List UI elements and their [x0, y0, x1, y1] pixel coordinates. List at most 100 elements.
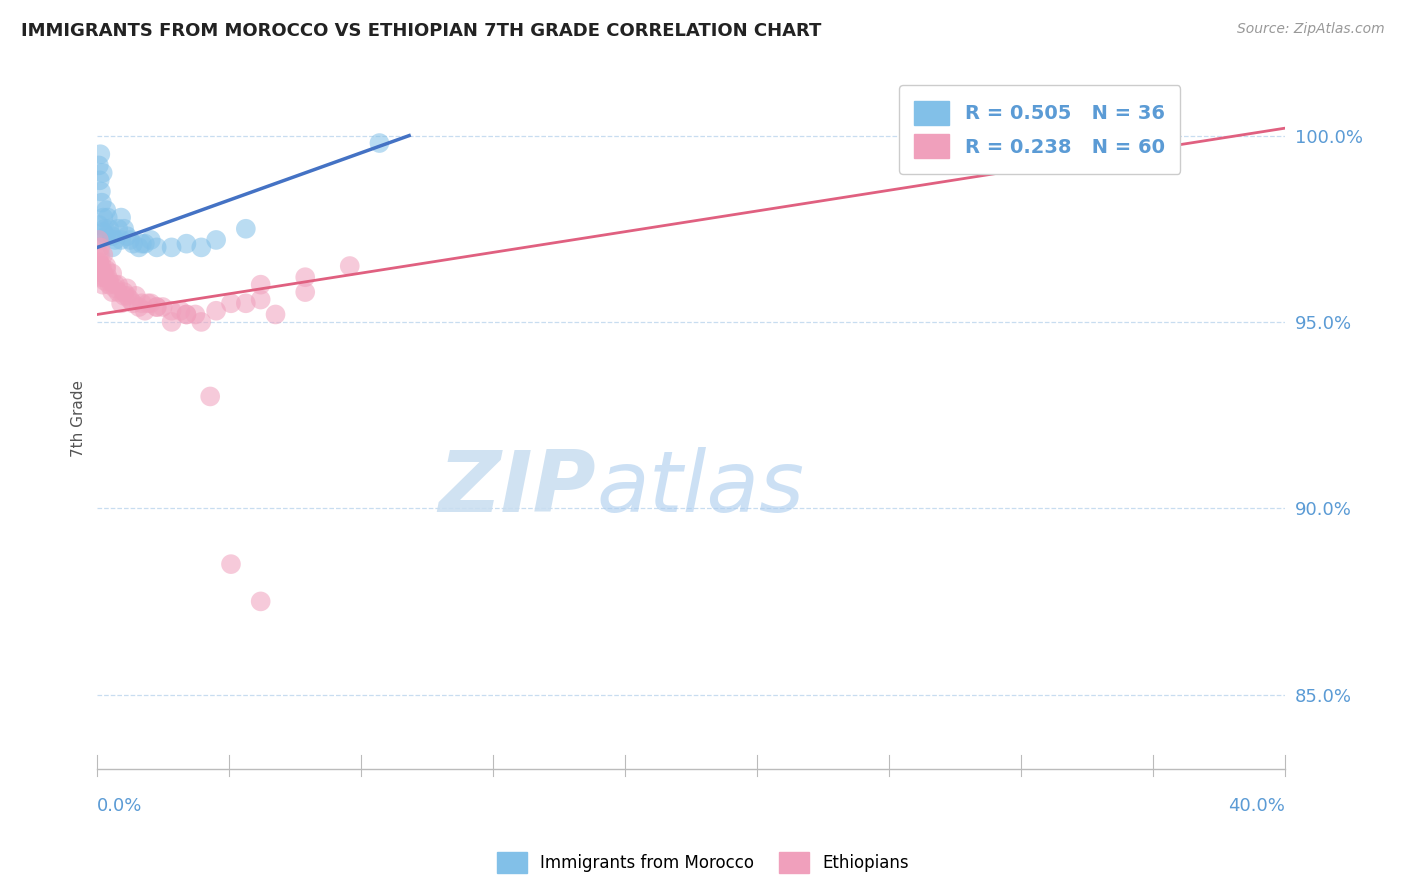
Point — [264, 308, 287, 322]
Point — [219, 557, 242, 571]
Point — [91, 277, 114, 292]
Point — [190, 315, 212, 329]
Point — [89, 248, 111, 262]
Point — [97, 270, 120, 285]
Point — [176, 308, 198, 322]
Point — [131, 236, 153, 251]
Point — [90, 185, 112, 199]
Point — [198, 389, 221, 403]
Point — [91, 211, 114, 225]
Point — [89, 255, 111, 269]
Point — [87, 218, 110, 232]
Point — [87, 158, 110, 172]
Point — [169, 303, 191, 318]
Point — [89, 259, 111, 273]
Point — [134, 236, 156, 251]
Point — [90, 262, 112, 277]
Point — [176, 308, 198, 322]
Point — [145, 300, 167, 314]
Point — [107, 285, 129, 299]
Point — [128, 240, 150, 254]
Point — [110, 233, 132, 247]
Point — [107, 221, 129, 235]
Point — [107, 277, 129, 292]
Point — [118, 233, 141, 247]
Point — [249, 293, 271, 307]
Point — [97, 211, 120, 225]
Point — [125, 289, 148, 303]
Point — [104, 277, 127, 292]
Point — [219, 296, 242, 310]
Point — [145, 300, 167, 314]
Text: ZIP: ZIP — [439, 448, 596, 531]
Point — [294, 270, 316, 285]
Point — [87, 248, 110, 262]
Point — [94, 274, 117, 288]
Point — [160, 303, 183, 318]
Point — [145, 240, 167, 254]
Point — [98, 274, 121, 288]
Point — [91, 226, 114, 240]
Point — [87, 233, 110, 247]
Text: IMMIGRANTS FROM MOROCCO VS ETHIOPIAN 7TH GRADE CORRELATION CHART: IMMIGRANTS FROM MOROCCO VS ETHIOPIAN 7TH… — [21, 22, 821, 40]
Point — [96, 259, 118, 273]
Point — [294, 285, 316, 299]
Point — [112, 285, 135, 299]
Point — [152, 300, 174, 314]
Point — [118, 293, 141, 307]
Point — [89, 173, 111, 187]
Point — [131, 296, 153, 310]
Point — [160, 240, 183, 254]
Point — [134, 303, 156, 318]
Point — [94, 270, 117, 285]
Point — [101, 267, 124, 281]
Point — [91, 248, 114, 262]
Point — [235, 296, 257, 310]
Point — [160, 315, 183, 329]
Point — [205, 233, 228, 247]
Point — [190, 240, 212, 254]
Point — [339, 259, 361, 273]
Point — [89, 233, 111, 247]
Point — [205, 303, 228, 318]
Point — [90, 270, 112, 285]
Text: atlas: atlas — [596, 448, 804, 531]
Point — [176, 236, 198, 251]
Point — [96, 203, 118, 218]
Point — [110, 211, 132, 225]
Point — [101, 240, 124, 254]
Point — [89, 240, 111, 254]
Point — [91, 267, 114, 281]
Point — [139, 296, 162, 310]
Point — [235, 221, 257, 235]
Text: 40.0%: 40.0% — [1229, 797, 1285, 815]
Point — [249, 594, 271, 608]
Point — [249, 277, 271, 292]
Point — [101, 285, 124, 299]
Point — [115, 289, 138, 303]
Point — [184, 308, 207, 322]
Point — [91, 166, 114, 180]
Legend: Immigrants from Morocco, Ethiopians: Immigrants from Morocco, Ethiopians — [491, 846, 915, 880]
Point — [104, 233, 127, 247]
Y-axis label: 7th Grade: 7th Grade — [72, 380, 86, 458]
Point — [139, 233, 162, 247]
Point — [104, 281, 127, 295]
Text: 0.0%: 0.0% — [97, 797, 143, 815]
Point — [90, 195, 112, 210]
Point — [94, 221, 117, 235]
Point — [115, 281, 138, 295]
Point — [101, 229, 124, 244]
Text: Source: ZipAtlas.com: Source: ZipAtlas.com — [1237, 22, 1385, 37]
Point — [96, 262, 118, 277]
Point — [112, 289, 135, 303]
Point — [98, 221, 121, 235]
Point — [136, 296, 159, 310]
Point — [115, 229, 138, 244]
Point — [89, 147, 111, 161]
Point — [128, 300, 150, 314]
Point — [90, 259, 112, 273]
Point — [110, 296, 132, 310]
Point — [368, 136, 391, 150]
Legend: R = 0.505   N = 36, R = 0.238   N = 60: R = 0.505 N = 36, R = 0.238 N = 60 — [898, 86, 1181, 174]
